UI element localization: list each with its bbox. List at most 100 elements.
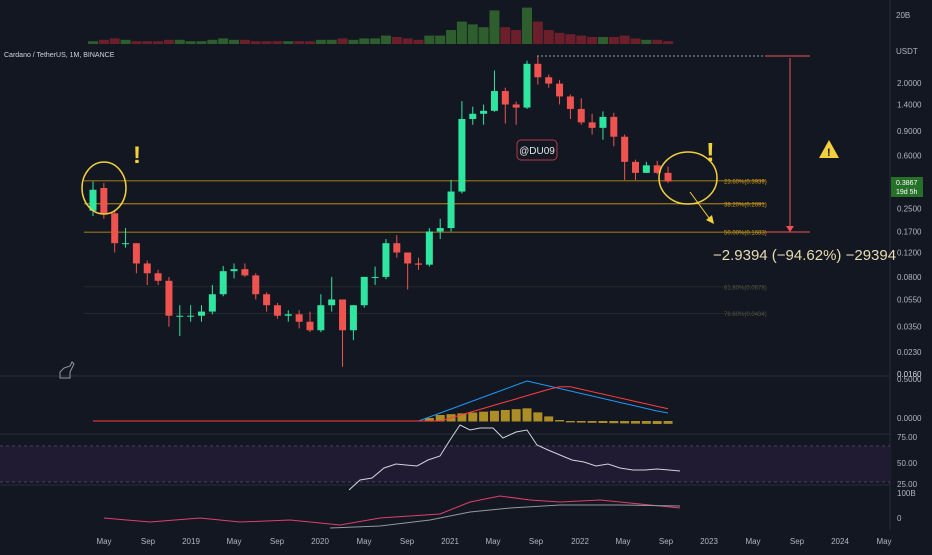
candle (588, 113, 596, 135)
candle (664, 166, 672, 184)
rsi-band (0, 446, 890, 482)
candle (425, 228, 433, 267)
projection-arrow (689, 191, 713, 223)
price-range-measure[interactable]: −2.9394 (−94.62%) −29394 (713, 55, 896, 264)
volume-bar (522, 7, 532, 45)
volume-bar (554, 32, 565, 44)
volume-bar (467, 24, 478, 44)
candle (273, 302, 281, 319)
time-tick-label: 2020 (311, 537, 329, 546)
warning-icon: ! (819, 140, 839, 159)
macd-histogram-bar (576, 421, 586, 423)
macd-histogram-bar (565, 421, 575, 423)
volume-bar (348, 39, 359, 44)
candle (317, 294, 325, 333)
volume-bar (131, 41, 142, 44)
time-tick-label: May (615, 537, 630, 546)
last-price-badge: 0.3867 19d 5h (891, 177, 923, 197)
measure-label: −2.9394 (−94.62%) −29394 (713, 247, 896, 264)
macd-histogram-bar (544, 416, 554, 422)
volume-bar (98, 39, 109, 44)
volume-bar (359, 38, 370, 44)
volume-bar (478, 27, 489, 44)
candle (490, 70, 498, 112)
candle (284, 310, 292, 322)
indicator-tick-label: 0 (897, 514, 902, 523)
time-tick-label: May (356, 537, 371, 546)
candle (653, 160, 661, 175)
bottom-gray-line (329, 504, 681, 529)
volume-bar (207, 39, 218, 44)
volume-bar (413, 39, 424, 44)
macd-histogram-bar (631, 421, 640, 424)
volume-bar (185, 41, 196, 44)
volume-bar (587, 37, 598, 44)
time-tick-label: 2021 (441, 537, 459, 546)
time-tick-label: May (485, 537, 500, 546)
macd-histogram-bar (489, 410, 499, 422)
volume-bar (120, 39, 131, 44)
volume-bar (619, 35, 630, 44)
time-tick-label: Sep (141, 537, 156, 546)
time-tick-label: May (876, 537, 891, 546)
volume-bar (652, 39, 663, 44)
candle (469, 106, 477, 125)
svg-text:0.3867: 0.3867 (896, 180, 918, 187)
volume-bar (272, 41, 283, 44)
time-axis[interactable]: May Sep 2019 May Sep 2020 May Sep 2021 May Sep 2022… (96, 537, 891, 546)
price-tick-label: 0.0800 (897, 273, 922, 282)
volume-bar (532, 21, 543, 44)
highlight-circle-right (658, 151, 718, 205)
macd-histogram-bar (511, 409, 521, 422)
volume-bar (196, 41, 207, 44)
price-tick-label: 2.0000 (897, 79, 922, 88)
volume-bar (109, 38, 120, 44)
volume-bar (630, 38, 641, 44)
price-tick-label: 1.4000 (897, 100, 922, 109)
volume-bar (261, 41, 272, 44)
candle (176, 305, 184, 336)
indicator-tick-label: 0.5000 (897, 375, 922, 384)
candle (371, 266, 379, 285)
volume-bar (424, 35, 435, 44)
price-tick-label: 0.9000 (897, 127, 922, 136)
volume-bar (663, 41, 674, 44)
volume-bar (576, 35, 587, 44)
bottom-red-line (103, 495, 681, 526)
volume-scale-label: 20B (896, 11, 910, 20)
price-tick-label: 0.6000 (897, 152, 922, 161)
symbol-title[interactable]: Cardano / TetherUS, 1M, BINANCE (4, 52, 115, 59)
volume-bar (174, 39, 185, 44)
volume-bar (489, 10, 500, 44)
fib-level: 38.20%(0.2691) (84, 202, 767, 208)
fib-level: 50.00%(0.1683) (84, 231, 767, 237)
price-axis[interactable]: 2.0000 1.4000 0.9000 0.6000 0.2500 0.1700 0.12… (897, 79, 922, 523)
candle (577, 98, 585, 125)
candle (545, 74, 553, 88)
volume-bar (305, 41, 315, 44)
candlestick-series (89, 56, 672, 367)
highlight-circle-left (81, 161, 127, 215)
indicator-tick-label: 0.0000 (897, 414, 922, 423)
volume-bar (326, 39, 337, 44)
candle (534, 56, 542, 85)
svg-text:38.20%(0.2691): 38.20%(0.2691) (724, 202, 767, 208)
candle (382, 239, 390, 280)
candle (610, 112, 618, 147)
price-tick-label: 0.2500 (897, 204, 922, 213)
candle (393, 235, 401, 258)
candle (404, 252, 412, 290)
volume-bar (315, 39, 326, 44)
volume-bar (391, 37, 402, 44)
volume-bar (283, 41, 294, 44)
volume-bar (543, 30, 554, 44)
svg-text:61.80%(0.0678): 61.80%(0.0678) (724, 285, 767, 291)
candle (599, 111, 607, 140)
fib-level: 78.60%(0.0434) (84, 312, 767, 318)
macd-histogram-bar (641, 421, 651, 424)
candle (328, 276, 336, 312)
time-tick-label: May (745, 537, 760, 546)
candle (632, 159, 639, 180)
candle (252, 273, 260, 300)
